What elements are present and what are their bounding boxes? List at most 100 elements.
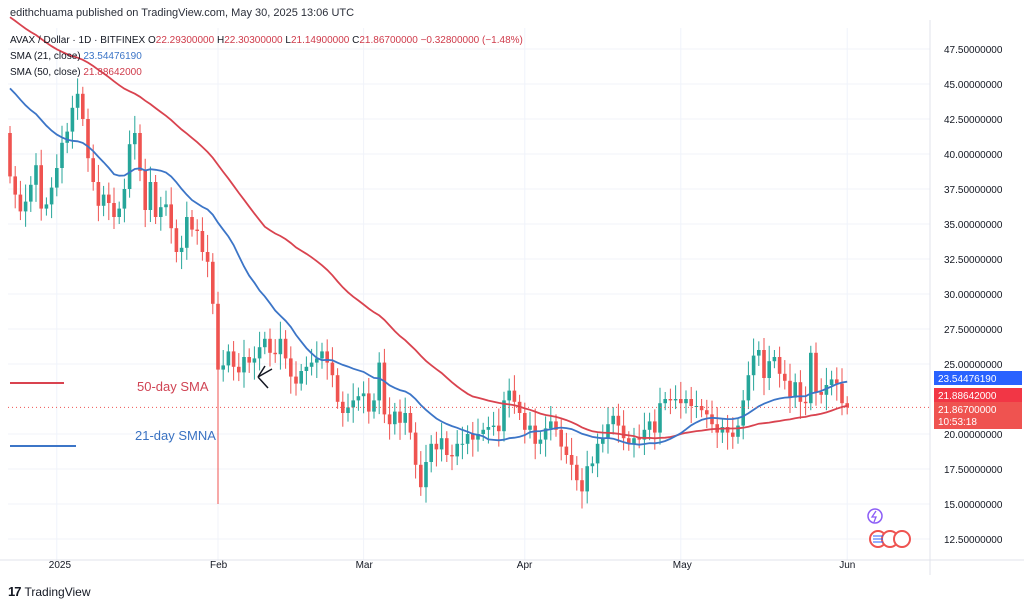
candle-body xyxy=(263,338,267,348)
candle-body xyxy=(413,432,418,465)
candle-body xyxy=(65,131,69,143)
candle-body xyxy=(616,415,621,426)
candle-body xyxy=(252,358,257,363)
candle-body xyxy=(148,182,153,210)
candle-body xyxy=(731,432,735,437)
candle-body xyxy=(153,182,158,217)
candle-body xyxy=(762,350,766,378)
candle-body xyxy=(143,170,147,210)
candle-body xyxy=(486,427,491,430)
candle-body xyxy=(60,142,64,168)
candle-body xyxy=(257,347,262,359)
candle-body xyxy=(575,464,579,481)
candle-body xyxy=(351,400,355,408)
sma21-line xyxy=(9,87,848,446)
y-tick-label: 17.50000000 xyxy=(944,465,1003,476)
candle-body xyxy=(346,407,350,413)
candle-body xyxy=(736,425,740,437)
moving-averages xyxy=(8,16,930,446)
legend-sma21-row[interactable]: SMA (21, close) 23.54476190 xyxy=(10,49,523,65)
candle-body xyxy=(673,399,678,401)
candle-body xyxy=(533,425,537,444)
legend-sma50-row[interactable]: SMA (50, close) 21.88642000 xyxy=(10,65,523,81)
candle-body xyxy=(814,352,818,392)
candle-body xyxy=(304,366,309,371)
candle-body xyxy=(559,429,563,447)
candle-body xyxy=(221,365,225,370)
sma50-line xyxy=(9,16,848,440)
y-tick-label: 20.00000000 xyxy=(944,430,1003,441)
candle-body xyxy=(18,194,23,212)
candle-body xyxy=(101,194,106,206)
sma50-label: SMA (50, close) xyxy=(10,67,81,78)
time-axis[interactable]: 2025 Feb Mar Apr May Jun xyxy=(0,559,1024,571)
candle-body xyxy=(538,439,543,444)
candle-body xyxy=(705,410,709,415)
candle-body xyxy=(725,427,730,433)
x-tick-label: Apr xyxy=(517,560,533,571)
price-axis[interactable]: 47.50000000 45.00000000 42.50000000 40.0000… xyxy=(929,20,1003,575)
candle-body xyxy=(200,231,205,252)
candle-body xyxy=(439,438,444,450)
candle-body xyxy=(668,399,673,401)
candle-body xyxy=(70,107,75,132)
candle-body xyxy=(507,390,511,401)
candle-body xyxy=(289,358,293,377)
candle-body xyxy=(75,93,80,108)
candle-body xyxy=(829,379,834,385)
ohlc-close-label: C xyxy=(352,35,360,46)
y-tick-label: 42.50000000 xyxy=(944,115,1003,126)
candle-body xyxy=(642,429,647,440)
candle-body xyxy=(543,428,548,440)
y-tick-label: 15.00000000 xyxy=(944,500,1003,511)
candle-body xyxy=(783,373,787,381)
candle-body xyxy=(663,399,667,404)
candle-body xyxy=(39,165,43,209)
candle-body xyxy=(226,351,231,366)
candle-body xyxy=(684,399,688,404)
candle-body xyxy=(512,390,517,402)
candle-body xyxy=(429,443,433,462)
tradingview-footer[interactable]: 17 TradingView xyxy=(8,584,91,599)
candle-body xyxy=(122,189,127,209)
candle-body xyxy=(606,424,610,439)
symbol-title[interactable]: AVAX / Dollar · 1D · BITFINEX xyxy=(10,35,146,46)
candle-body xyxy=(231,351,236,367)
candle-body xyxy=(86,119,90,159)
candle-body xyxy=(424,462,428,488)
candle-body xyxy=(590,463,595,467)
legend-symbol-row[interactable]: AVAX / Dollar · 1D · BITFINEX O22.293000… xyxy=(10,33,523,49)
ohlc-high-label: H xyxy=(216,35,225,46)
candle-body xyxy=(112,203,116,217)
candle-body xyxy=(699,406,704,411)
ohlc-change-value: −0.32800000 (−1.48%) xyxy=(420,35,523,46)
candle-body xyxy=(398,411,402,423)
candle-body xyxy=(611,415,615,425)
tradingview-brand: TradingView xyxy=(24,584,91,599)
candle-body xyxy=(403,413,407,423)
sma21-badge xyxy=(934,371,1022,385)
candle-body xyxy=(299,371,303,384)
candles xyxy=(8,78,849,509)
sma21-badge-text: 23.54476190 xyxy=(938,374,997,385)
y-tick-label: 25.00000000 xyxy=(944,360,1003,371)
candle-body xyxy=(377,362,381,401)
grid xyxy=(8,28,930,560)
x-tick-label: Jun xyxy=(839,560,855,571)
candle-body xyxy=(601,438,605,444)
candle-body xyxy=(372,400,376,412)
candle-body xyxy=(523,413,527,430)
candle-body xyxy=(803,401,808,404)
candle-body xyxy=(434,443,439,450)
ohlc-low-label: L xyxy=(285,35,291,46)
candle-body xyxy=(465,434,470,444)
candle-body xyxy=(138,133,142,171)
candle-body xyxy=(595,443,600,464)
candle-body xyxy=(694,406,699,407)
candle-body xyxy=(502,400,506,432)
candle-body xyxy=(710,414,714,425)
chart-icons[interactable] xyxy=(867,508,911,548)
y-tick-label: 47.50000000 xyxy=(944,45,1003,56)
candle-body xyxy=(81,93,85,119)
